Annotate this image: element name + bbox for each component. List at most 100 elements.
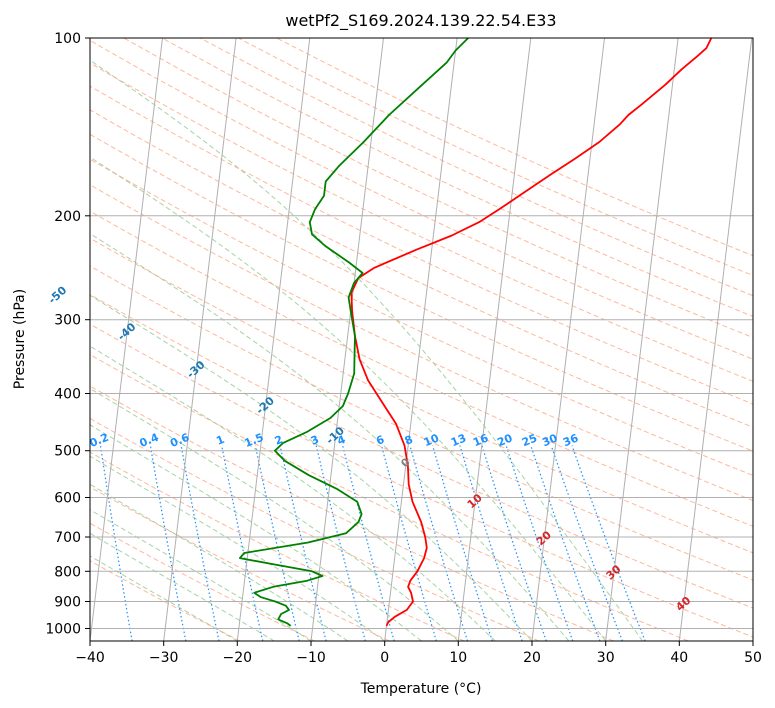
isotherm-label: 30 bbox=[604, 562, 624, 582]
x-tick-label: 0 bbox=[380, 650, 389, 666]
mixing-ratio-label: 0.4 bbox=[138, 431, 161, 450]
temperature-line bbox=[350, 38, 713, 627]
mixing-ratio-line bbox=[530, 445, 601, 641]
dry-adiabat-line bbox=[276, 38, 753, 257]
dry-adiabat-line bbox=[90, 323, 753, 638]
dry-adiabat-line bbox=[123, 38, 753, 339]
mixing-ratio-line bbox=[432, 445, 493, 641]
mixing-ratio-label: 16 bbox=[471, 431, 490, 449]
sounding-series bbox=[238, 38, 713, 627]
moist-adiabat-line bbox=[90, 156, 607, 641]
dry-adiabat-line bbox=[90, 265, 753, 581]
isotherm-line bbox=[384, 38, 458, 641]
mixing-ratio-line bbox=[254, 445, 300, 641]
isotherm-line bbox=[310, 38, 384, 641]
x-tick-label: 40 bbox=[670, 650, 688, 666]
dry-adiabat-line bbox=[90, 109, 753, 428]
dry-adiabat-line bbox=[90, 210, 753, 527]
y-tick-label: 500 bbox=[54, 444, 81, 460]
isotherm-label: -40 bbox=[115, 320, 139, 343]
y-tick-label: 600 bbox=[54, 491, 81, 507]
isotherm-line bbox=[163, 38, 237, 641]
mixing-ratio-label: 20 bbox=[495, 431, 514, 449]
mixing-ratio-label: 30 bbox=[540, 431, 559, 449]
x-tick-label: −10 bbox=[296, 650, 326, 666]
mixing-ratio-line bbox=[99, 445, 133, 641]
y-axis-title: Pressure (hPa) bbox=[12, 289, 28, 389]
mixing-ratio-lines bbox=[99, 445, 646, 641]
isotherm-line bbox=[752, 636, 753, 641]
moist-adiabats bbox=[90, 59, 643, 641]
pressure-gridlines bbox=[90, 38, 753, 629]
mixing-ratio-label: 2 bbox=[273, 433, 285, 448]
x-tick-label: −20 bbox=[223, 650, 253, 666]
dry-adiabat-line bbox=[238, 38, 753, 277]
y-axis: 100 200 300 400 500 600 700 800 900 1000 bbox=[45, 31, 90, 638]
mixing-ratio-line bbox=[221, 445, 264, 641]
isopleth-labels: 0.20.40.611.52346810131620253036-100-90-… bbox=[0, 237, 694, 614]
isotherm-label: 10 bbox=[465, 491, 485, 511]
mixing-ratio-label: 3 bbox=[309, 433, 321, 448]
moist-adiabat-line bbox=[90, 59, 643, 641]
dry-adiabat-line bbox=[90, 158, 753, 476]
y-tick-label: 1000 bbox=[45, 622, 81, 638]
moist-adiabat-line bbox=[90, 483, 349, 641]
mixing-ratio-label: 6 bbox=[374, 433, 386, 448]
dry-adiabat-line bbox=[199, 38, 753, 297]
moist-adiabat-line bbox=[90, 294, 533, 641]
moist-adiabat-line bbox=[90, 233, 570, 641]
mixing-ratio-line bbox=[481, 445, 547, 641]
mixing-ratio-line bbox=[149, 445, 187, 641]
mixing-ratio-line bbox=[505, 445, 574, 641]
moist-adiabat-line bbox=[90, 387, 459, 641]
chart-title: wetPf2_S169.2024.139.22.54.E33 bbox=[285, 11, 556, 31]
isotherm-line bbox=[605, 38, 679, 641]
isotherm-label: -50 bbox=[46, 283, 70, 306]
dry-adiabat-line bbox=[90, 133, 753, 452]
dry-adiabats bbox=[90, 38, 753, 641]
dry-adiabat-line bbox=[90, 353, 689, 641]
isotherm-label: 20 bbox=[534, 528, 554, 548]
y-tick-label: 200 bbox=[54, 209, 81, 225]
plot-frame bbox=[89, 37, 754, 642]
dry-adiabat-line bbox=[90, 385, 614, 641]
mixing-ratio-line bbox=[571, 445, 646, 641]
dry-adiabat-line bbox=[90, 85, 753, 405]
x-tick-label: −30 bbox=[149, 650, 179, 666]
moist-adiabat-line bbox=[90, 345, 496, 641]
x-tick-label: 50 bbox=[744, 650, 762, 666]
isotherm-label: 40 bbox=[673, 594, 693, 614]
mixing-ratio-line bbox=[279, 445, 327, 641]
dry-adiabat-line bbox=[90, 62, 753, 382]
x-tick-label: 10 bbox=[449, 650, 467, 666]
x-tick-label: 30 bbox=[597, 650, 615, 666]
isotherm-line bbox=[457, 38, 532, 641]
isotherm-line bbox=[678, 38, 753, 641]
isotherm-line bbox=[531, 38, 605, 641]
dry-adiabat-line bbox=[90, 417, 540, 641]
moist-adiabat-line bbox=[90, 532, 275, 641]
plot-area bbox=[90, 38, 753, 641]
mixing-ratio-line bbox=[342, 445, 395, 641]
mixing-ratio-line bbox=[180, 445, 220, 641]
moist-adiabat-line bbox=[90, 455, 385, 641]
y-tick-label: 700 bbox=[54, 530, 81, 546]
dry-adiabat-line bbox=[90, 486, 390, 641]
mixing-ratio-label: 36 bbox=[561, 431, 580, 449]
mixing-ratio-label: 10 bbox=[422, 431, 441, 449]
moist-adiabat-line bbox=[90, 424, 422, 641]
dry-adiabat-line bbox=[90, 522, 315, 641]
skewed-isotherms bbox=[90, 38, 753, 641]
dry-adiabat-line bbox=[90, 560, 241, 641]
mixing-ratio-line bbox=[380, 445, 437, 641]
moist-adiabat-line bbox=[90, 555, 238, 641]
mixing-ratio-label: 25 bbox=[520, 431, 539, 449]
mixing-ratio-line bbox=[459, 445, 523, 641]
y-tick-label: 300 bbox=[54, 313, 81, 329]
mixing-ratio-line bbox=[550, 445, 623, 641]
y-tick-label: 100 bbox=[54, 31, 81, 47]
isotherm-line bbox=[90, 38, 163, 641]
mixing-ratio-label: 13 bbox=[449, 431, 468, 449]
dry-adiabat-line bbox=[90, 39, 753, 360]
